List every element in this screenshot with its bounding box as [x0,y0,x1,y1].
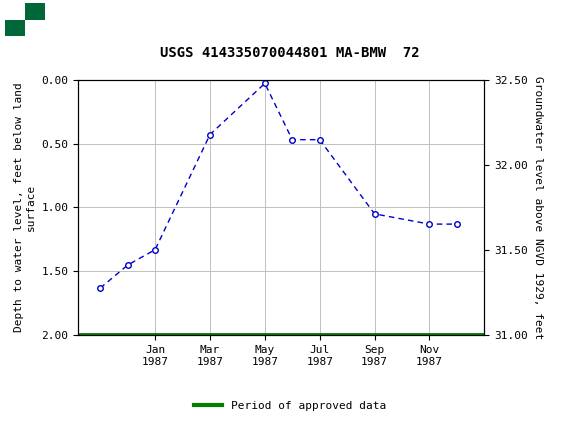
Y-axis label: Groundwater level above NGVD 1929, feet: Groundwater level above NGVD 1929, feet [534,76,543,339]
Bar [5,3,25,20]
Bar [25,3,45,20]
Bar [5,20,25,36]
Text: USGS: USGS [55,10,99,28]
Bar [5,3,45,36]
Text: USGS 414335070044801 MA-BMW  72: USGS 414335070044801 MA-BMW 72 [160,46,420,60]
Bar [25,20,45,36]
Y-axis label: Depth to water level, feet below land
surface: Depth to water level, feet below land su… [14,83,36,332]
Legend: Period of approved data: Period of approved data [190,397,390,416]
